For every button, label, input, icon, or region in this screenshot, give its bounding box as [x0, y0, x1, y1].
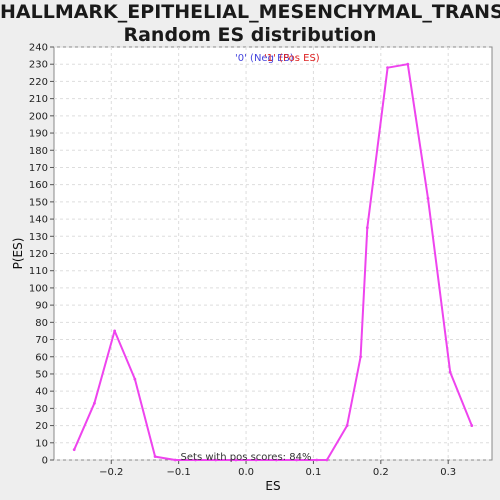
- data-point: [295, 458, 298, 462]
- data-point: [234, 458, 238, 462]
- y-tick-label: 200: [29, 111, 48, 122]
- y-tick-label: 0: [42, 456, 48, 467]
- data-point: [214, 458, 218, 462]
- x-tick-label: 0.2: [373, 467, 389, 478]
- x-axis-ticks: −0.2 −0.1 0.0 0.1 0.2 0.3: [99, 460, 456, 478]
- y-tick-label: 170: [29, 163, 48, 174]
- data-point: [274, 458, 278, 462]
- y-tick-label: 160: [29, 180, 48, 191]
- y-tick-label: 150: [29, 197, 48, 208]
- legend: '0' (Neg ES)'1' (Pos ES): [235, 53, 320, 64]
- grid-lines: [54, 46, 492, 461]
- y-tick-label: 210: [29, 94, 48, 105]
- y-tick-label: 80: [35, 318, 48, 329]
- data-point: [470, 424, 474, 427]
- y-tick-label: 50: [35, 369, 48, 380]
- y-tick-label: 230: [29, 60, 48, 71]
- chart-title-line1: HALLMARK_EPITHELIAL_MESENCHYMAL_TRANSITI…: [0, 1, 500, 23]
- x-tick-label: −0.1: [167, 467, 191, 478]
- data-point: [254, 458, 258, 462]
- chart-title-line2: Random ES distribution: [123, 24, 377, 46]
- y-tick-label: 140: [29, 215, 48, 226]
- y-axis-label: P(ES): [11, 238, 25, 270]
- y-axis-ticks: 0 10 20 30 40 50 60 70 80 90 100 110 120 130 140 150 160…: [29, 43, 54, 467]
- data-point: [448, 370, 452, 374]
- data-point: [406, 62, 410, 66]
- x-tick-label: 0.1: [305, 467, 321, 478]
- y-tick-label: 10: [35, 438, 48, 449]
- y-tick-label: 30: [35, 404, 48, 415]
- y-tick-label: 60: [35, 352, 48, 363]
- data-point: [72, 448, 76, 452]
- data-point: [386, 66, 389, 70]
- data-point: [315, 458, 319, 462]
- data-point: [153, 455, 157, 458]
- y-tick-label: 190: [29, 129, 48, 140]
- data-point: [345, 424, 349, 427]
- series-line-0: [73, 63, 473, 461]
- y-tick-label: 20: [35, 421, 48, 432]
- y-tick-label: 180: [29, 146, 48, 157]
- y-tick-label: 90: [35, 301, 48, 312]
- y-tick-label: 240: [29, 43, 48, 54]
- data-point: [113, 329, 117, 333]
- x-tick-label: 0.3: [440, 467, 456, 478]
- data-point: [365, 226, 369, 230]
- legend-entry-pos: '1' (Pos ES): [264, 53, 320, 64]
- data-point: [325, 458, 329, 462]
- x-tick-label: −0.2: [99, 467, 123, 478]
- pos-scores-annotation: Sets with pos scores: 84%: [181, 452, 312, 463]
- y-tick-label: 70: [35, 335, 48, 346]
- y-tick-label: 100: [29, 283, 48, 294]
- y-tick-label: 110: [29, 266, 48, 277]
- data-point: [173, 458, 177, 462]
- data-point: [194, 458, 197, 462]
- data-point: [426, 197, 430, 200]
- data-point: [359, 355, 362, 359]
- legend-entry-neg: '0' (Neg ES): [235, 53, 294, 64]
- y-tick-label: 220: [29, 77, 48, 88]
- series-layer: [72, 62, 474, 462]
- x-tick-label: 0.0: [238, 467, 254, 478]
- y-tick-label: 40: [35, 387, 48, 398]
- y-tick-label: 120: [29, 249, 48, 260]
- data-point: [93, 401, 96, 405]
- y-tick-label: 130: [29, 232, 48, 243]
- data-point: [133, 377, 137, 381]
- x-axis-label: ES: [265, 479, 280, 493]
